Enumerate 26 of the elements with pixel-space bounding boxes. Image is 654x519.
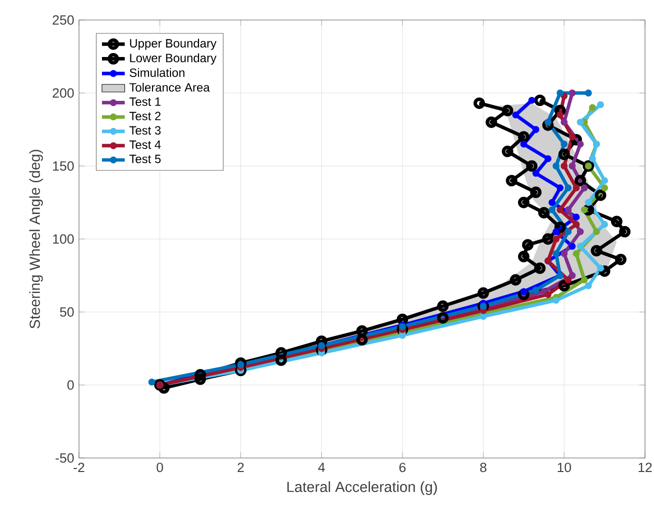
legend-label: Simulation (130, 68, 184, 77)
x-tick-label: 6 (399, 462, 406, 472)
x-tick-label: 0 (156, 462, 164, 472)
legend-label: Upper Boundary (130, 38, 216, 50)
y-tick-label: 0 (67, 380, 74, 390)
x-tick-label: 10 (558, 462, 572, 472)
x-tick-label: 8 (480, 462, 486, 472)
legend-label: Test 3 (129, 126, 161, 135)
legend-label: Test 5 (129, 154, 161, 164)
x-tick-label: 2 (238, 462, 244, 472)
x-axis-title: Lateral Acceleration (g) (287, 481, 437, 495)
legend-label: Test 2 (129, 112, 161, 120)
y-tick-label: 50 (60, 307, 74, 317)
x-tick-label: 12 (638, 462, 652, 472)
y-tick-label: 200 (52, 88, 74, 98)
legend-label: Lower Boundary (130, 53, 216, 65)
legend-label: Test 1 (129, 98, 161, 106)
y-tick-label: -50 (56, 453, 74, 463)
legend-label: Test 4 (129, 140, 161, 149)
y-tick-label: 250 (52, 15, 74, 25)
legend-label: Tolerance Area (129, 82, 210, 92)
y-tick-label: 150 (53, 161, 74, 171)
y-tick-label: 100 (53, 234, 74, 244)
y-axis-title: Steering Wheel Angle (deg) (29, 150, 43, 328)
x-tick-label: -2 (74, 462, 84, 472)
x-tick-label: 4 (318, 462, 325, 472)
